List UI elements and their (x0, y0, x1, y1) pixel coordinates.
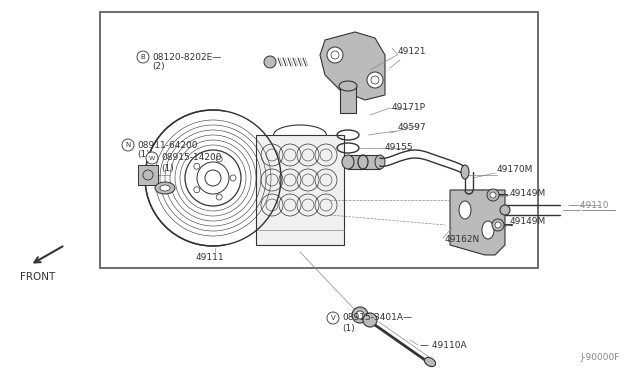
Polygon shape (138, 165, 158, 185)
Circle shape (327, 312, 339, 324)
Text: 08120-8202E—: 08120-8202E— (152, 52, 221, 61)
Text: (2): (2) (152, 62, 164, 71)
Circle shape (490, 192, 496, 198)
Text: (1): (1) (161, 164, 173, 173)
Text: 49155: 49155 (385, 144, 413, 153)
Text: W: W (149, 155, 155, 160)
Circle shape (146, 152, 158, 164)
Bar (100, 12, 538, 268)
Text: FRONT: FRONT (20, 272, 56, 282)
Circle shape (371, 76, 379, 84)
Circle shape (492, 219, 504, 231)
Ellipse shape (339, 81, 357, 91)
Text: B: B (141, 54, 145, 60)
Text: 08915-3401A—: 08915-3401A— (342, 314, 412, 323)
Polygon shape (320, 32, 385, 100)
Circle shape (122, 139, 134, 151)
Ellipse shape (342, 155, 354, 169)
Circle shape (264, 56, 276, 68)
Ellipse shape (461, 165, 469, 179)
Circle shape (487, 189, 499, 201)
Ellipse shape (155, 182, 175, 194)
Ellipse shape (459, 201, 471, 219)
Circle shape (327, 47, 343, 63)
Ellipse shape (375, 155, 385, 169)
Text: (1): (1) (137, 151, 150, 160)
Ellipse shape (500, 205, 510, 215)
Text: — 49110A: — 49110A (420, 340, 467, 350)
Ellipse shape (160, 185, 170, 191)
Text: J-90000F: J-90000F (580, 353, 620, 362)
Text: 49121: 49121 (398, 48, 426, 57)
Text: 49170M: 49170M (497, 166, 533, 174)
Circle shape (363, 313, 377, 327)
Circle shape (367, 72, 383, 88)
Ellipse shape (424, 357, 436, 366)
Circle shape (352, 307, 368, 323)
Circle shape (331, 51, 339, 59)
Ellipse shape (482, 221, 494, 239)
Text: N: N (125, 142, 131, 148)
Text: 49149M: 49149M (510, 218, 547, 227)
Text: V: V (331, 315, 335, 321)
Circle shape (137, 51, 149, 63)
Polygon shape (450, 190, 505, 255)
Text: 49111: 49111 (196, 253, 224, 263)
Text: (1): (1) (342, 324, 355, 333)
Text: 08911-64200: 08911-64200 (137, 141, 198, 150)
Text: 08915-14200: 08915-14200 (161, 154, 221, 163)
Text: 49171P: 49171P (392, 103, 426, 112)
Text: — 49110: — 49110 (568, 201, 609, 209)
Text: 49149M: 49149M (510, 189, 547, 198)
Circle shape (495, 222, 501, 228)
Text: 49597: 49597 (398, 124, 427, 132)
Polygon shape (340, 86, 356, 113)
Circle shape (356, 311, 364, 319)
Text: 49162N: 49162N (445, 235, 480, 244)
Polygon shape (348, 155, 380, 169)
Polygon shape (256, 135, 344, 245)
